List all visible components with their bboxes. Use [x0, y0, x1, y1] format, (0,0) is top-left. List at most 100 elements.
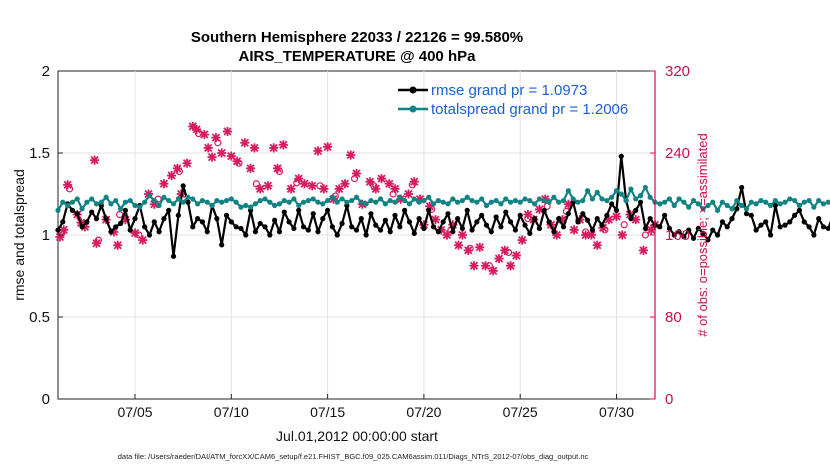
obs-possible-point	[214, 139, 222, 147]
obs-assimilated-point	[113, 240, 123, 250]
rmse-point	[662, 212, 668, 218]
totalspread-point	[329, 194, 336, 200]
totalspread-point	[142, 199, 148, 205]
obs-assimilated-point	[454, 240, 464, 250]
totalspread-point	[122, 199, 129, 205]
rmse-point	[714, 232, 721, 238]
rmse-point	[349, 224, 355, 230]
obs-assimilated-point	[269, 143, 279, 153]
rmse-point	[739, 184, 745, 191]
obs-assimilated-point	[263, 181, 273, 191]
totalspread-point	[729, 206, 735, 212]
rmse-point	[565, 211, 571, 217]
rmse-point	[233, 224, 239, 230]
rmse-point	[117, 220, 124, 227]
totalspread-point	[421, 197, 427, 204]
rmse-point	[286, 219, 292, 225]
obs-possible-point	[135, 231, 143, 239]
totalspread-point	[498, 201, 504, 207]
rmse-point	[575, 219, 581, 225]
totalspread-point	[512, 197, 518, 204]
totalspread-point	[281, 197, 287, 204]
y-right-tick-label: 0	[665, 391, 673, 408]
totalspread-point	[156, 202, 162, 209]
rmse-point	[219, 242, 225, 248]
totalspread-point	[532, 201, 538, 207]
totalspread-point	[806, 197, 812, 204]
rmse-point	[455, 216, 461, 222]
obs-assimilated-point	[334, 184, 344, 194]
totalspread-point	[710, 199, 716, 205]
totalspread-point	[628, 186, 634, 192]
rmse-point	[806, 224, 812, 230]
totalspread-point	[344, 199, 350, 205]
totalspread-point	[536, 196, 543, 202]
rmse-point	[368, 211, 374, 217]
rmse-point	[339, 220, 345, 227]
obs-assimilated-point	[617, 230, 627, 240]
rmse-point	[440, 219, 446, 225]
obs-possible-point	[58, 229, 66, 237]
rmse-point	[276, 229, 283, 235]
totalspread-point	[79, 206, 85, 212]
rmse-point	[599, 222, 605, 228]
totalspread-point	[681, 199, 687, 205]
totalspread-point	[315, 199, 321, 205]
rmse-point	[426, 207, 432, 213]
totalspread-point	[479, 196, 485, 202]
totalspread-point	[705, 202, 711, 209]
totalspread-point	[450, 196, 456, 202]
totalspread-point	[55, 207, 61, 213]
totalspread-point	[455, 199, 461, 205]
totalspread-point	[743, 206, 750, 212]
rmse-point	[493, 214, 499, 220]
rmse-point	[329, 224, 336, 230]
rmse-point	[79, 224, 85, 230]
totalspread-point	[117, 206, 124, 212]
rmse-point	[700, 230, 706, 236]
rmse-point	[223, 212, 230, 218]
rmse-point	[180, 183, 186, 189]
totalspread-point	[565, 188, 571, 194]
obs-assimilated-point	[346, 150, 356, 160]
totalspread-point	[127, 197, 133, 204]
totalspread-point	[132, 202, 138, 209]
totalspread-point	[137, 204, 143, 210]
data-file-footnote: data file: /Users/raeder/DAI/ATM_forcXX/…	[118, 452, 589, 461]
totalspread-point	[714, 207, 721, 213]
y-left-tick-label: 0	[42, 391, 50, 408]
rmse-point	[676, 229, 682, 235]
rmse-point	[580, 211, 586, 217]
y-left-tick-label: 1.5	[29, 145, 50, 162]
rmse-point	[748, 212, 754, 218]
totalspread-point	[98, 199, 104, 205]
obs-assimilated-point	[475, 242, 485, 252]
y-left-tick-label: 2	[42, 63, 50, 80]
rmse-point	[204, 229, 210, 235]
totalspread-point	[483, 202, 490, 209]
rmse-point	[464, 207, 470, 213]
totalspread-point	[89, 196, 95, 202]
totalspread-point	[825, 199, 830, 205]
totalspread-point	[65, 202, 71, 209]
obs-possible-point	[505, 248, 513, 257]
obs-assimilated-point	[469, 261, 479, 271]
rmse-point	[498, 224, 504, 230]
obs-possible-point	[235, 159, 243, 167]
totalspread-point	[657, 201, 663, 207]
totalspread-point	[758, 197, 764, 204]
rmse-point	[604, 212, 610, 218]
totalspread-point	[358, 199, 364, 205]
rmse-point	[801, 219, 807, 225]
totalspread-point	[74, 196, 80, 202]
rmse-point	[527, 230, 533, 236]
rmse-point	[532, 216, 538, 222]
rmse-point	[363, 232, 369, 238]
obs-assimilated-point	[246, 163, 256, 173]
rmse-point	[84, 219, 90, 225]
totalspread-point	[556, 199, 562, 205]
rmse-point	[584, 217, 591, 223]
totalspread-point	[724, 202, 730, 209]
rmse-point	[609, 201, 615, 207]
